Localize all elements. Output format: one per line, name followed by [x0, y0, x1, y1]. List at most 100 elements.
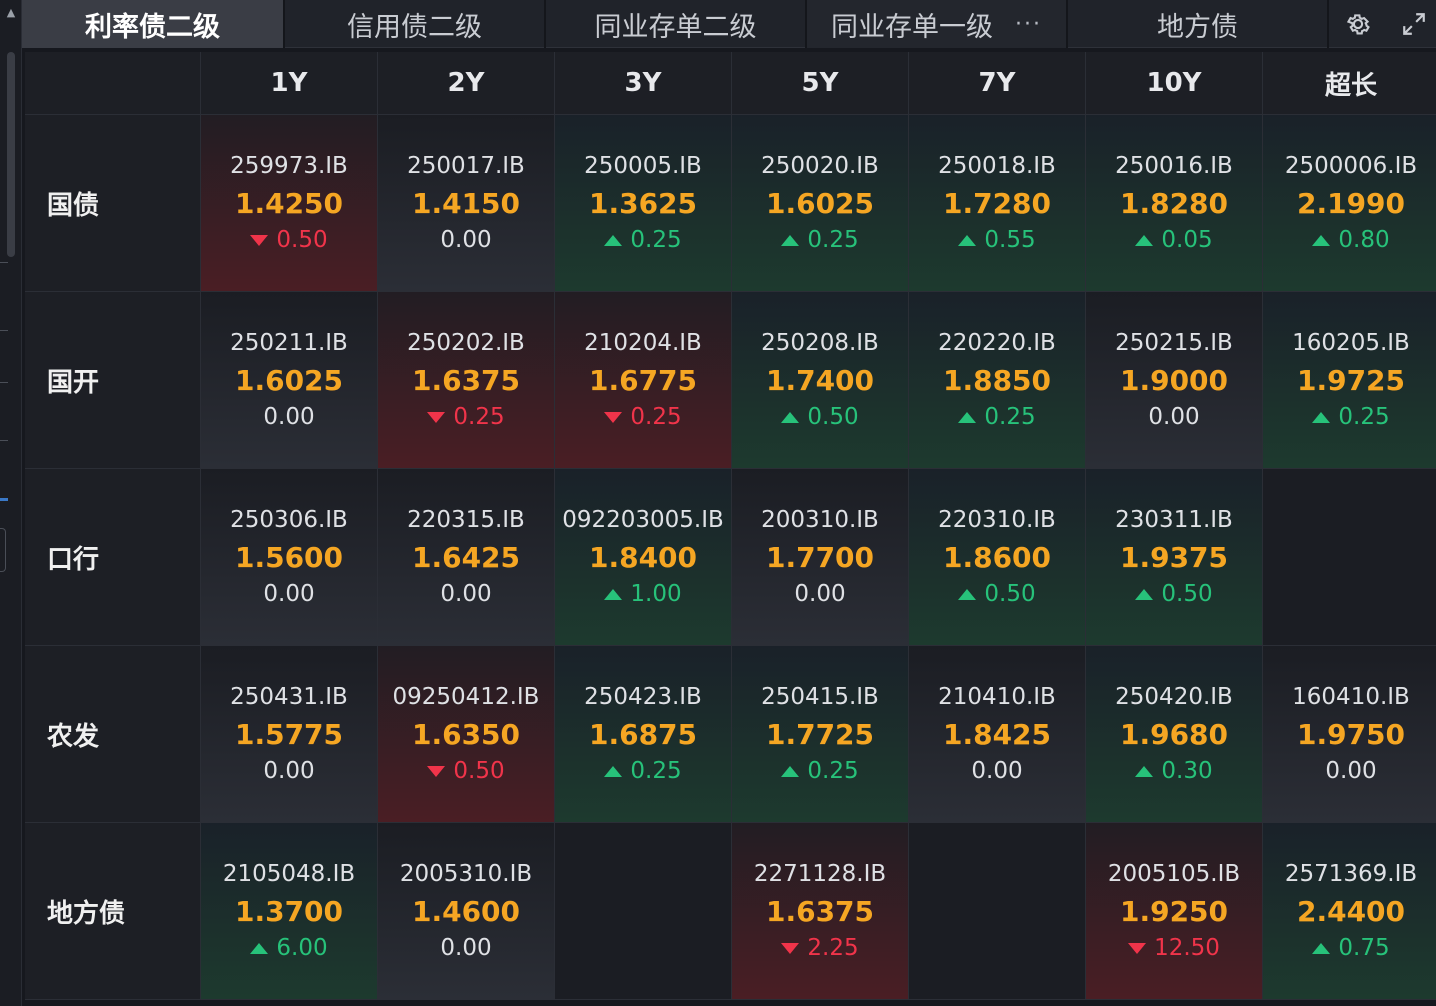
triangle-up-icon: [958, 588, 977, 600]
quote-cell[interactable]: 259973.IB 1.4250 0.50: [201, 115, 378, 292]
yield-change: 0.80: [1312, 225, 1390, 255]
quote-cell[interactable]: 2500006.IB 2.1990 0.80: [1263, 115, 1436, 292]
quote-cell[interactable]: 250005.IB 1.3625 0.25: [555, 115, 732, 292]
quote-cell[interactable]: 2005105.IB 1.9250 12.50: [1086, 823, 1263, 1000]
bond-yield: 1.3700: [234, 895, 344, 928]
quote-cell[interactable]: 250018.IB 1.7280 0.55: [909, 115, 1086, 292]
bond-code: 250431.IB: [230, 684, 348, 710]
expand-icon[interactable]: [1392, 0, 1436, 48]
quote-cell[interactable]: 250016.IB 1.8280 0.05: [1086, 115, 1263, 292]
row-label: 国开: [25, 292, 201, 469]
bond-code: 09250412.IB: [392, 684, 540, 710]
quote-cell[interactable]: 250211.IB 1.6025 0.00: [201, 292, 378, 469]
change-value: 0.00: [794, 581, 846, 607]
change-value: 0.25: [630, 227, 682, 253]
divider: [0, 330, 8, 331]
bond-yield: 1.9375: [1119, 541, 1229, 574]
quote-cell[interactable]: 250423.IB 1.6875 0.25: [555, 646, 732, 823]
bond-yield: 1.8400: [588, 541, 698, 574]
triangle-down-icon: [427, 411, 446, 423]
change-value: 0.50: [1161, 581, 1213, 607]
quote-cell[interactable]: 250017.IB 1.4150 0.00: [378, 115, 555, 292]
quote-cell[interactable]: 250202.IB 1.6375 0.25: [378, 292, 555, 469]
quote-cell[interactable]: 250215.IB 1.9000 0.00: [1086, 292, 1263, 469]
tab-ncd-primary[interactable]: 同业存单一级 ···: [807, 0, 1068, 48]
bond-code: 2105048.IB: [222, 861, 356, 887]
quote-cell[interactable]: 210410.IB 1.8425 0.00: [909, 646, 1086, 823]
quote-cell[interactable]: 160205.IB 1.9725 0.25: [1263, 292, 1436, 469]
yield-change: 1.00: [604, 579, 682, 609]
change-value: 0.00: [263, 581, 315, 607]
yield-change: 0.50: [781, 402, 859, 432]
change-value: 0.00: [440, 935, 492, 961]
quote-cell[interactable]: 250420.IB 1.9680 0.30: [1086, 646, 1263, 823]
bond-yield: 1.8425: [942, 718, 1052, 751]
yield-change: 0.00: [971, 756, 1022, 786]
yield-change: 0.75: [1312, 933, 1390, 963]
yield-change: 0.50: [958, 579, 1036, 609]
yield-change: 0.00: [1325, 756, 1376, 786]
triangle-up-icon: [958, 411, 977, 423]
quote-cell[interactable]: 2105048.IB 1.3700 6.00: [201, 823, 378, 1000]
bond-code: 250017.IB: [407, 153, 525, 179]
quote-cell[interactable]: 092203005.IB 1.8400 1.00: [555, 469, 732, 646]
triangle-up-icon: [781, 234, 800, 246]
row-label: 地方债: [25, 823, 201, 1000]
triangle-up-icon: [781, 411, 800, 423]
quote-cell[interactable]: 2571369.IB 2.4400 0.75: [1263, 823, 1436, 1000]
gear-icon[interactable]: [1336, 0, 1380, 48]
quote-cell: [555, 823, 732, 1000]
quote-cell[interactable]: 2271128.IB 1.6375 2.25: [732, 823, 909, 1000]
bond-code: 230311.IB: [1115, 507, 1233, 533]
quote-cell[interactable]: 250431.IB 1.5775 0.00: [201, 646, 378, 823]
tab-local-gov-bond[interactable]: 地方债: [1068, 0, 1329, 48]
bond-yield: 1.9680: [1119, 718, 1229, 751]
quote-cell[interactable]: 200310.IB 1.7700 0.00: [732, 469, 909, 646]
quote-cell[interactable]: 220310.IB 1.8600 0.50: [909, 469, 1086, 646]
scrollbar-thumb[interactable]: [7, 52, 15, 257]
bond-code: 160205.IB: [1292, 330, 1410, 356]
selection-marker: [0, 498, 8, 501]
quote-cell[interactable]: 250415.IB 1.7725 0.25: [732, 646, 909, 823]
quote-cell[interactable]: 250208.IB 1.7400 0.50: [732, 292, 909, 469]
quote-cell[interactable]: 220315.IB 1.6425 0.00: [378, 469, 555, 646]
quote-cell[interactable]: 220220.IB 1.8850 0.25: [909, 292, 1086, 469]
bond-code: 210410.IB: [938, 684, 1056, 710]
yield-change: 0.05: [1135, 225, 1213, 255]
more-icon[interactable]: ···: [1015, 11, 1042, 37]
quote-cell[interactable]: 230311.IB 1.9375 0.50: [1086, 469, 1263, 646]
yield-change: 0.00: [263, 756, 314, 786]
column-header: 5Y: [732, 52, 909, 115]
quote-cell[interactable]: 160410.IB 1.9750 0.00: [1263, 646, 1436, 823]
bond-yield: 1.4600: [411, 895, 521, 928]
bond-code: 250420.IB: [1115, 684, 1233, 710]
column-header: 超长: [1263, 52, 1436, 115]
bond-code: 250018.IB: [938, 153, 1056, 179]
tab-label: 利率债二级: [85, 11, 220, 43]
bond-code: 2271128.IB: [753, 861, 887, 887]
bond-quote-grid: 1Y 2Y 3Y 5Y 7Y 10Y 超长 国债 259973.IB 1.4250 0.50 2500…: [25, 52, 1436, 1000]
quote-cell[interactable]: 250306.IB 1.5600 0.00: [201, 469, 378, 646]
yield-change: 0.55: [958, 225, 1036, 255]
tab-credit-bond-secondary[interactable]: 信用债二级: [285, 0, 546, 48]
yield-change: 0.30: [1135, 756, 1213, 786]
bond-yield: 1.6775: [588, 364, 698, 397]
bond-code: 2571369.IB: [1284, 861, 1418, 887]
panel-handle[interactable]: [0, 528, 6, 572]
tab-rate-bond-secondary[interactable]: 利率债二级: [22, 0, 285, 48]
bond-yield: 1.6375: [765, 895, 875, 928]
bond-code: 250306.IB: [230, 507, 348, 533]
tab-label: 地方债: [1157, 11, 1238, 43]
change-value: 0.50: [276, 227, 328, 253]
quote-cell[interactable]: 2005310.IB 1.4600 0.00: [378, 823, 555, 1000]
tab-ncd-secondary[interactable]: 同业存单二级: [546, 0, 807, 48]
caret-up-icon[interactable]: ▲: [6, 6, 16, 19]
quote-cell[interactable]: 210204.IB 1.6775 0.25: [555, 292, 732, 469]
quote-cell[interactable]: 250020.IB 1.6025 0.25: [732, 115, 909, 292]
bond-code: 250208.IB: [761, 330, 879, 356]
yield-change: 0.25: [781, 225, 859, 255]
yield-change: 0.00: [440, 579, 491, 609]
row-label: 国债: [25, 115, 201, 292]
change-value: 0.00: [263, 758, 315, 784]
quote-cell[interactable]: 09250412.IB 1.6350 0.50: [378, 646, 555, 823]
